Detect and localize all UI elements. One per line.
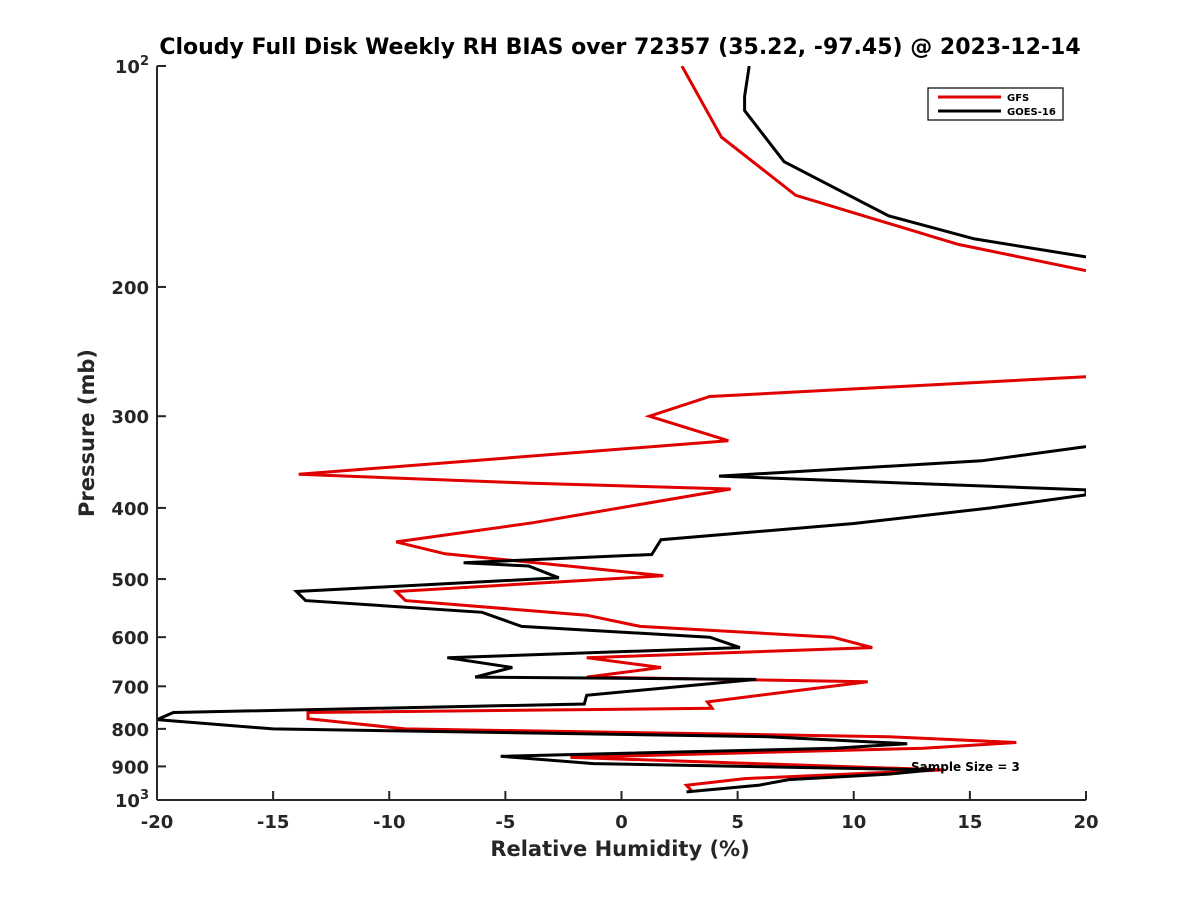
axes: -20 -15 -10 -5 0 5 10 15 20102200300400500600700… <box>111 54 1098 833</box>
plot-area <box>157 66 1086 794</box>
y-tick-label-base: 200 <box>111 278 149 299</box>
y-tick-label-base: 600 <box>111 628 149 649</box>
y-tick-label-base: 10 <box>115 57 140 78</box>
chart-title: Cloudy Full Disk Weekly RH BIAS over 723… <box>159 35 1080 60</box>
y-tick-label: 300 <box>111 407 149 428</box>
legend: GFS GOES-16 <box>927 87 1064 121</box>
y-tick-label: 600 <box>111 628 149 649</box>
sample-size-annotation: Sample Size = 3 <box>911 760 1020 774</box>
y-tick-label-base: 300 <box>111 407 149 428</box>
y-tick-label-base: 400 <box>111 499 149 520</box>
y-tick-label: 102 <box>115 54 149 78</box>
y-tick-label-base: 700 <box>111 677 149 698</box>
series-line-goes-16-1 <box>157 445 1086 794</box>
y-tick-label-base: 500 <box>111 570 149 591</box>
y-tick-label-exponent: 2 <box>140 54 149 69</box>
y-tick-label: 500 <box>111 570 149 591</box>
legend-label-gfs: GFS <box>1007 93 1029 104</box>
y-tick-label: 900 <box>111 757 149 778</box>
x-tick-label: 15 <box>957 812 982 833</box>
x-tick-label: 20 <box>1073 812 1098 833</box>
x-axis-label: Relative Humidity (%) <box>490 837 749 861</box>
x-tick-label: -10 <box>373 812 406 833</box>
y-axis-label: Pressure (mb) <box>75 349 99 517</box>
y-tick-label: 800 <box>111 720 149 741</box>
x-tick-label: 5 <box>731 812 744 833</box>
series-line-goes-16-0 <box>743 66 1086 259</box>
y-tick-label-base: 800 <box>111 720 149 741</box>
y-tick-label: 400 <box>111 499 149 520</box>
legend-label-goes-16: GOES-16 <box>1007 107 1056 118</box>
y-tick-label: 103 <box>115 788 149 812</box>
x-tick-label: -15 <box>257 812 290 833</box>
series-line-gfs-1 <box>298 375 1086 792</box>
x-tick-label: 10 <box>841 812 866 833</box>
x-tick-label: -20 <box>141 812 174 833</box>
legend-box <box>927 87 1064 121</box>
y-tick-label-base: 10 <box>115 791 140 812</box>
y-tick-label-exponent: 3 <box>140 788 149 803</box>
x-tick-label: 0 <box>615 812 628 833</box>
x-tick-label: -5 <box>495 812 515 833</box>
y-tick-label: 200 <box>111 278 149 299</box>
series-line-gfs-0 <box>680 66 1086 273</box>
y-tick-label: 700 <box>111 677 149 698</box>
y-tick-label-base: 900 <box>111 757 149 778</box>
